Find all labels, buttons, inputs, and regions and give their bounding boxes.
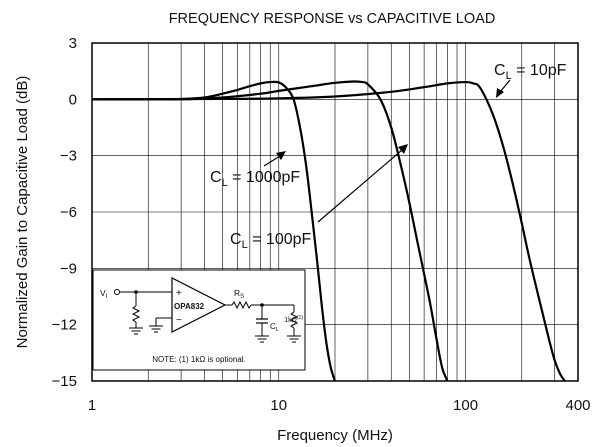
y-tick-label: −3 — [60, 148, 77, 165]
load-label-main: 1kΩ — [284, 317, 297, 324]
input-label-main: V — [100, 288, 106, 298]
cl-label-sub: L — [276, 327, 279, 333]
load-label: 1kΩ(1) — [284, 315, 303, 324]
rs-label: RS — [234, 288, 244, 300]
y-tick-label: −15 — [52, 373, 77, 390]
circuit-inset: VI + − OPA832 RS CL — [92, 269, 306, 371]
input-terminal — [114, 289, 120, 295]
x-tick-labels: 1 10 100 400 — [88, 397, 591, 414]
opamp-triangle — [171, 277, 227, 333]
series-line-1 — [91, 80, 449, 382]
series-line-2 — [91, 80, 566, 382]
label-100-rest: = 100pF — [248, 231, 312, 248]
x-tick-label: 100 — [453, 397, 478, 414]
arrow-100pF-head — [398, 144, 408, 154]
series-label-10pF: CL = 10pF — [494, 62, 567, 82]
label-10-c: C — [494, 62, 506, 79]
rs-label-main: R — [234, 288, 240, 298]
chart-title: FREQUENCY RESPONSE vs CAPACITIVE LOAD — [169, 11, 496, 27]
label-100-sub: L — [242, 239, 248, 251]
inset-note: NOTE: (1) 1kΩ is optional. — [152, 355, 246, 364]
input-resistor — [131, 305, 141, 323]
ground-icon — [149, 325, 163, 333]
label-100-c: C — [230, 231, 242, 248]
input-label-sub: I — [106, 294, 108, 300]
ground-icon — [255, 335, 269, 343]
rs-label-sub: S — [240, 294, 244, 300]
opamp-minus: − — [176, 315, 182, 326]
y-tick-label: 3 — [69, 35, 77, 52]
x-tick-label: 400 — [565, 397, 590, 414]
y-tick-labels: 3 0 −3 −6 −9 −12 −15 — [52, 35, 77, 390]
label-1000-c: C — [210, 169, 222, 186]
ground-icon — [287, 335, 301, 343]
ground-icon — [129, 327, 143, 335]
inset-box — [92, 269, 306, 371]
arrow-1000pF-line — [263, 155, 281, 167]
label-1000-sub: L — [222, 177, 228, 189]
opamp-plus: + — [176, 288, 182, 299]
series-label-100pF: CL = 100pF — [230, 231, 312, 251]
arrow-1000pF-head — [276, 151, 286, 160]
arrow-10pF-head — [496, 88, 504, 98]
series-label-1000pF: CL = 1000pF — [210, 169, 300, 189]
series-group — [91, 80, 566, 382]
series-line-0 — [91, 80, 337, 382]
y-tick-label: 0 — [69, 91, 77, 108]
cl-label-main: C — [270, 322, 276, 331]
label-10-rest: = 10pF — [512, 62, 567, 79]
y-tick-label: −9 — [60, 260, 77, 277]
input-label: VI — [100, 288, 108, 300]
y-tick-label: −12 — [52, 317, 77, 334]
x-tick-label: 1 — [88, 397, 96, 414]
arrow-10pF-line — [499, 79, 511, 93]
x-tick-label: 10 — [270, 397, 287, 414]
load-label-sup: (1) — [297, 315, 303, 321]
svg-text:CL = 100pF: CL = 100pF — [230, 231, 312, 251]
cl-label: CL — [270, 322, 279, 333]
y-axis-label: Normalized Gain to Capacitive Load (dB) — [14, 76, 31, 349]
svg-text:CL = 1000pF: CL = 1000pF — [210, 169, 300, 189]
label-10-sub: L — [506, 70, 512, 82]
svg-text:CL = 10pF: CL = 10pF — [494, 62, 567, 82]
y-tick-label: −6 — [60, 204, 77, 221]
label-arrows — [263, 79, 511, 223]
x-axis-label: Frequency (MHz) — [277, 427, 393, 444]
arrow-100pF-line — [317, 149, 403, 223]
rs-resistor — [231, 300, 252, 310]
load-resistor — [289, 311, 299, 329]
opamp-label: OPA832 — [174, 302, 205, 311]
label-1000-rest: = 1000pF — [228, 169, 301, 186]
